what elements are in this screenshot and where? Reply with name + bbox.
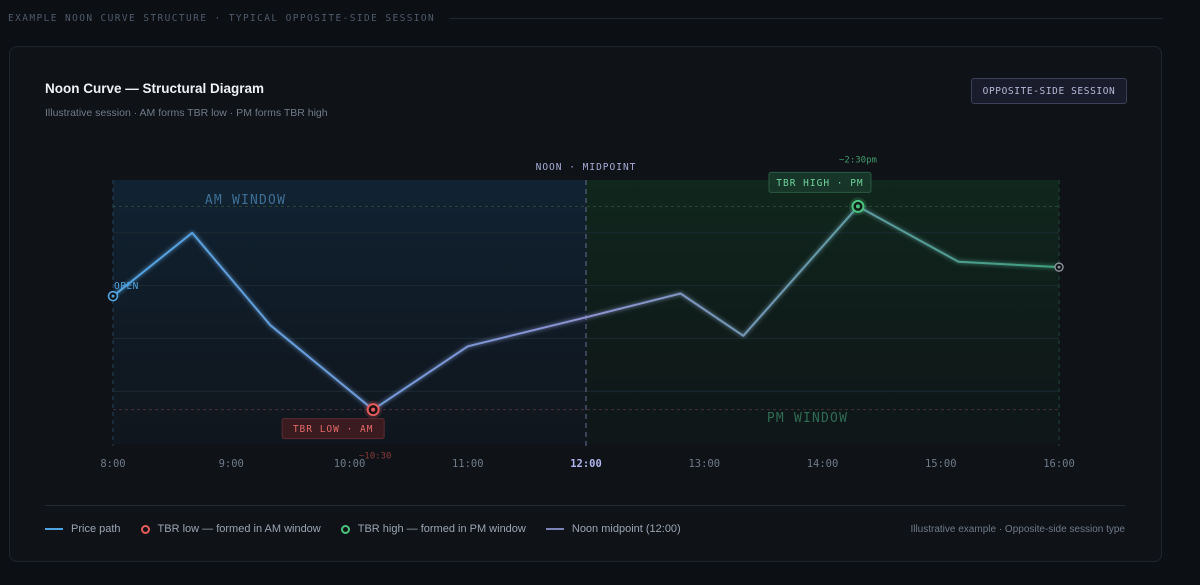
legend-item-low: TBR low — formed in AM window	[140, 523, 321, 535]
midpoint-line-swatch	[545, 528, 564, 530]
legend-high-label: TBR high — formed in PM window	[357, 523, 526, 535]
x-tick-label: 13:00	[688, 458, 720, 470]
x-tick-label: 16:00	[1043, 458, 1075, 470]
open-marker: OPEN	[107, 281, 139, 302]
legend-note: Illustrative example · Opposite-side ses…	[910, 524, 1125, 535]
x-tick-label: 10:00	[334, 458, 366, 470]
legend-item-price: Price path	[45, 523, 121, 535]
card-subtitle: Illustrative session · AM forms TBR low …	[45, 107, 328, 119]
session-type-button[interactable]: OPPOSITE-SIDE SESSION	[971, 78, 1127, 104]
x-tick-label: 11:00	[452, 458, 484, 470]
am-window-label: AM WINDOW	[205, 193, 286, 208]
diagram-card: Noon Curve — Structural Diagram Illustra…	[9, 46, 1162, 562]
legend-item-mid: Noon midpoint (12:00)	[545, 523, 681, 535]
legend-low-label: TBR low — formed in AM window	[157, 523, 321, 535]
legend-mid-label: Noon midpoint (12:00)	[571, 523, 681, 535]
tbr-high-time: ~2:30pm	[839, 155, 877, 165]
x-tick-label: 12:00	[570, 458, 602, 470]
legend-item-high: TBR high — formed in PM window	[340, 523, 526, 535]
high-ring-icon	[340, 524, 350, 534]
x-tick-label: 8:00	[100, 458, 125, 470]
pm-window-label: PM WINDOW	[767, 411, 848, 426]
open-label: OPEN	[114, 281, 139, 292]
x-tick-label: 15:00	[925, 458, 957, 470]
am-window-band	[113, 180, 586, 444]
section-label: EXAMPLE NOON CURVE STRUCTURE · TYPICAL O…	[8, 12, 436, 24]
tbr-high-badge: TBR HIGH · PM	[768, 171, 872, 193]
low-ring-icon	[140, 524, 150, 534]
noon-curve-chart: AM WINDOW PM WINDOW NOON · MIDPOINT OPEN	[100, 155, 1074, 470]
tbr-high-marker	[848, 197, 867, 216]
x-tick-label: 14:00	[807, 458, 839, 470]
pm-window-band	[586, 180, 1059, 444]
price-path-line	[112, 205, 1060, 411]
x-axis-ticks: 8:00 9:00 10:00 11:00 12:00 13:00 14:00 15:00 16…	[100, 458, 1074, 470]
price-line-swatch	[45, 528, 63, 530]
legend-price-label: Price path	[71, 523, 121, 535]
tbr-high-label: TBR HIGH · PM	[776, 178, 863, 189]
tbr-low-badge: TBR LOW · AM	[281, 418, 385, 440]
legend-divider	[45, 505, 1125, 506]
x-tick-label: 9:00	[219, 458, 244, 470]
section-rule	[449, 17, 1163, 19]
tbr-low-label: TBR LOW · AM	[293, 424, 374, 435]
close-marker	[1054, 262, 1064, 272]
legend: Price path TBR low — formed in AM window…	[45, 523, 701, 535]
card-title: Noon Curve — Structural Diagram	[45, 81, 265, 96]
section-header: EXAMPLE NOON CURVE STRUCTURE · TYPICAL O…	[8, 11, 1163, 25]
tbr-low-marker	[364, 400, 383, 419]
noon-midpoint-label: NOON · MIDPOINT	[536, 162, 637, 173]
tbr-low-time: ~10:30	[359, 452, 392, 462]
